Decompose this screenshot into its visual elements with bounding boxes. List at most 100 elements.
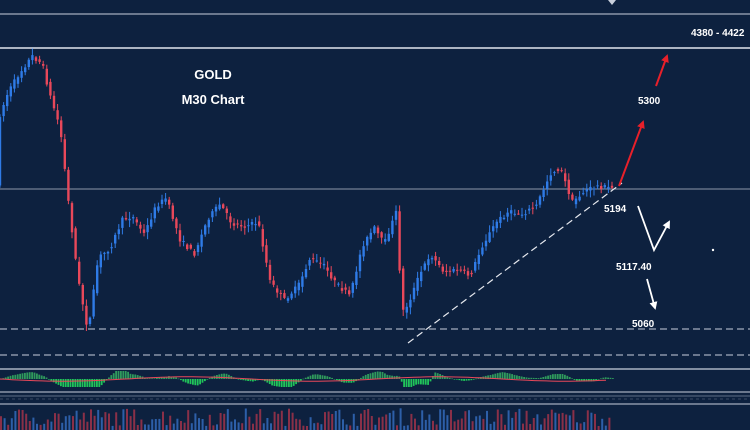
oscillator-bar xyxy=(160,377,163,379)
candle xyxy=(31,48,34,65)
volume-bar xyxy=(14,411,17,430)
oscillator-bar xyxy=(501,372,504,379)
volume-bar xyxy=(291,412,294,430)
oscillator-bar xyxy=(60,379,62,387)
candle xyxy=(596,180,599,190)
oscillator-bar xyxy=(285,379,288,387)
volume-bar xyxy=(428,414,431,430)
oscillator-bar xyxy=(290,379,293,387)
candle xyxy=(448,266,452,277)
volume-bar xyxy=(518,408,521,430)
candle xyxy=(603,183,606,190)
volume-bar xyxy=(241,423,244,430)
volume-bar xyxy=(471,421,474,430)
volume-bar xyxy=(424,419,427,430)
volume-bar xyxy=(579,423,582,430)
volume-bar xyxy=(93,415,96,430)
candle xyxy=(153,203,156,223)
candle-body xyxy=(272,280,275,285)
volume-bar xyxy=(367,409,370,430)
oscillator-bar xyxy=(338,379,341,382)
candle-body xyxy=(103,252,106,254)
candle xyxy=(45,64,48,87)
candle-body xyxy=(542,189,545,197)
candle xyxy=(268,259,272,284)
candle-body xyxy=(319,262,322,264)
volume-bar xyxy=(57,413,60,430)
candle-body xyxy=(337,283,340,285)
volume-bar xyxy=(496,409,499,430)
volume-bar xyxy=(482,418,485,430)
oscillator-bar xyxy=(410,379,413,387)
candle xyxy=(376,225,380,239)
oscillator-bar xyxy=(604,377,607,379)
volume-bar xyxy=(0,416,2,430)
oscillator-bar xyxy=(434,372,437,379)
candle-body xyxy=(168,199,171,205)
candle xyxy=(236,219,239,229)
candle-body xyxy=(218,204,221,210)
candle xyxy=(121,215,124,235)
candle xyxy=(225,206,228,220)
candle xyxy=(456,263,459,276)
candle xyxy=(20,66,23,83)
oscillator-signal-line xyxy=(0,376,607,382)
oscillator-bar xyxy=(396,375,398,379)
candle xyxy=(24,64,27,76)
volume-bar xyxy=(313,423,316,430)
volume-bar xyxy=(226,409,229,430)
oscillator-bar xyxy=(218,374,221,379)
candle-body xyxy=(88,317,92,324)
oscillator-bar xyxy=(400,379,403,382)
candle xyxy=(247,218,250,233)
oscillator-bar xyxy=(50,379,53,381)
oscillator-bar xyxy=(177,378,180,380)
candle-body xyxy=(448,270,452,272)
candle-body xyxy=(254,224,257,226)
volume-bar xyxy=(478,415,481,430)
label-pivot: 5117.40 xyxy=(616,262,652,273)
candle xyxy=(571,192,574,201)
oscillator-bar xyxy=(518,376,521,379)
candle xyxy=(484,234,488,251)
candle xyxy=(74,226,77,261)
candle xyxy=(438,257,441,268)
candle-body xyxy=(70,203,74,233)
candle xyxy=(348,286,351,297)
oscillator-bar xyxy=(489,375,492,379)
candle xyxy=(157,202,160,213)
candle-body xyxy=(276,288,279,293)
volume-bar xyxy=(28,421,31,430)
oscillator-bar xyxy=(357,379,360,380)
oscillator-bar xyxy=(487,375,489,379)
candle-body xyxy=(553,172,556,174)
candle xyxy=(60,116,63,143)
candle-body xyxy=(510,210,513,214)
candle xyxy=(528,205,531,215)
candle xyxy=(297,279,300,296)
candle xyxy=(78,256,81,286)
oscillator-bar xyxy=(196,379,199,386)
candle xyxy=(492,220,495,238)
volume-bar xyxy=(572,410,575,430)
volume-bar xyxy=(525,410,528,430)
candle-body xyxy=(492,226,495,232)
candle-body xyxy=(394,210,398,220)
oscillator-bar xyxy=(201,379,204,383)
volume-bar xyxy=(140,419,143,430)
volume-bar xyxy=(381,416,384,430)
candle xyxy=(549,168,552,186)
volume-bar xyxy=(230,421,233,430)
candle-body xyxy=(63,139,66,169)
candle xyxy=(409,294,412,315)
candle-body xyxy=(160,199,164,204)
candle-body xyxy=(24,67,27,73)
candle xyxy=(499,211,502,228)
oscillator-bar xyxy=(9,375,12,379)
candle xyxy=(250,218,254,231)
candle-body xyxy=(528,208,531,211)
oscillator-bar xyxy=(393,376,396,379)
volume-bar xyxy=(151,419,154,430)
oscillator-bar xyxy=(247,379,249,381)
volume-bar xyxy=(421,410,424,430)
